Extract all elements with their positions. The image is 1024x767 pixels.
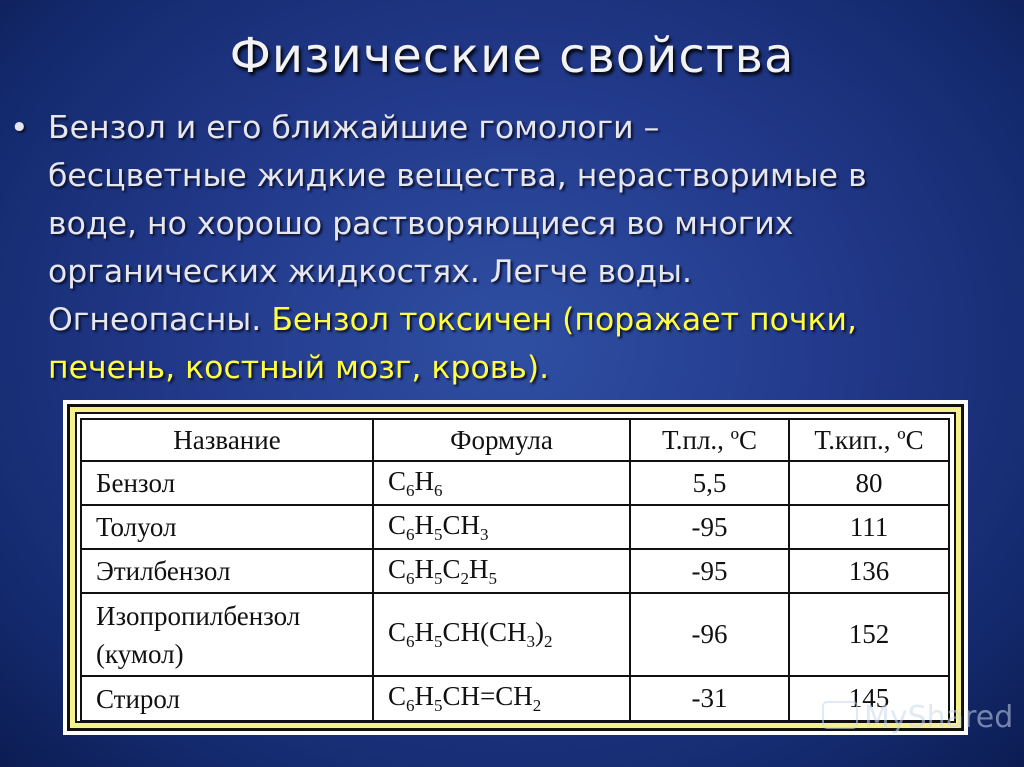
- cell-boiling-point: 111: [788, 504, 950, 550]
- body-line: воде, но хорошо растворяющиеся во многих: [48, 206, 794, 242]
- cell-melting-point: -31: [629, 675, 790, 722]
- formula-text: C: [442, 553, 461, 584]
- table-row: Этилбензол C6H5C2H5 -95 136: [80, 548, 950, 594]
- formula-text: C: [388, 617, 407, 647]
- header-formula: Формула: [372, 418, 631, 462]
- compound-name: Изопропилбензол: [96, 600, 301, 631]
- formula-subscript: 2: [544, 632, 553, 651]
- cell-boiling-point: 80: [788, 460, 950, 506]
- table-row: Изопропилбензол (кумол) C6H5CH(CH3)2 -96 152: [80, 592, 950, 677]
- formula-subscript: 6: [406, 696, 415, 715]
- cell-melting-point: 5,5: [629, 460, 790, 506]
- formula-text: CH=CH: [442, 681, 533, 711]
- header-melting-point: Т.пл., ºС: [629, 418, 790, 462]
- compound-name: Стирол: [96, 683, 181, 714]
- cell-melting-point: -95: [629, 548, 790, 594]
- bullet: •: [10, 110, 29, 146]
- highlighted-text: печень, костный мозг, кровь).: [48, 350, 550, 386]
- formula-text: H: [469, 553, 489, 584]
- formula-text: H: [414, 681, 435, 711]
- formula-subscript: 2: [460, 568, 470, 588]
- cell-formula: C6H6: [372, 460, 631, 506]
- table-row: Толуол C6H5CH3 -95 111: [80, 504, 950, 550]
- cell-formula: C6H5CH=CH2: [372, 675, 631, 722]
- formula-text: H: [414, 553, 435, 584]
- slide-title: Физические свойства: [229, 28, 795, 84]
- compound-name: Бензол: [96, 468, 176, 498]
- formula-text: C: [388, 509, 407, 540]
- table-row: Бензол C6H6 5,5 80: [80, 460, 950, 506]
- compound-name: Этилбензол: [96, 556, 231, 586]
- formula-subscript: 6: [406, 524, 415, 544]
- formula-subscript: 3: [480, 524, 489, 544]
- cell-formula: C6H5CH3: [372, 504, 631, 550]
- header-name: Название: [80, 418, 374, 462]
- cell-melting-point: -96: [629, 592, 790, 677]
- formula-text: H: [414, 465, 435, 496]
- formula-subscript: 5: [488, 568, 498, 588]
- body-line: Бензол и его ближайшие гомологи –: [48, 110, 660, 146]
- watermark-text: MyShared: [864, 700, 1014, 735]
- cell-name: Толуол: [80, 504, 374, 550]
- formula-subscript: 3: [526, 632, 536, 651]
- formula-text: C: [388, 681, 407, 711]
- formula-text: C: [388, 553, 407, 584]
- formula-text: H: [414, 617, 435, 647]
- slide-body: • Бензол и его ближайшие гомологи – бесц…: [10, 104, 998, 392]
- watermark: MyShared: [822, 700, 1013, 735]
- header-boiling-point: Т.кип., ºС: [788, 418, 950, 462]
- compound-name: (кумол): [96, 638, 184, 669]
- formula-subscript: 5: [434, 568, 443, 588]
- cell-melting-point: -95: [629, 504, 790, 550]
- body-line: бесцветные жидкие вещества, нерастворимы…: [48, 158, 867, 194]
- cell-boiling-point: 145: [788, 675, 950, 722]
- properties-table: Название Формула Т.пл., ºС Т.кип., ºС Бе…: [80, 418, 950, 722]
- body-line: органических жидкостях. Легче воды.: [48, 254, 692, 290]
- formula-subscript: 6: [434, 480, 443, 500]
- cell-name: Изопропилбензол (кумол): [80, 592, 374, 677]
- formula-text: CH(CH: [442, 617, 527, 647]
- formula-text: H: [414, 509, 435, 540]
- formula-subscript: 5: [434, 696, 443, 715]
- formula-text: C: [388, 465, 407, 496]
- formula-subscript: 6: [406, 568, 415, 588]
- table-header-row: Название Формула Т.пл., ºС Т.кип., ºС: [80, 418, 950, 462]
- highlighted-text: Бензол токсичен (поражает почки,: [271, 302, 857, 338]
- cell-boiling-point: 152: [788, 592, 950, 677]
- formula-subscript: 2: [532, 696, 542, 715]
- formula-subscript: 5: [434, 632, 443, 651]
- formula-subscript: 6: [406, 632, 415, 651]
- body-line: Огнеопасны. Бензол токсичен (поражает по…: [48, 296, 998, 344]
- cell-formula: C6H5CH(CH3)2: [372, 592, 631, 677]
- cell-name: Стирол: [80, 675, 374, 722]
- formula-text: CH: [442, 509, 481, 540]
- compound-name: Толуол: [96, 512, 177, 542]
- formula-subscript: 5: [434, 524, 443, 544]
- watermark-logo-icon: [822, 701, 858, 729]
- cell-boiling-point: 136: [788, 548, 950, 594]
- cell-name: Бензол: [80, 460, 374, 506]
- cell-name: Этилбензол: [80, 548, 374, 594]
- cell-formula: C6H5C2H5: [372, 548, 631, 594]
- formula-subscript: 6: [406, 480, 415, 500]
- formula-text: ): [535, 617, 545, 647]
- body-text-plain: Огнеопасны.: [48, 302, 272, 338]
- table-row: Стирол C6H5CH=CH2 -31 145: [80, 675, 950, 722]
